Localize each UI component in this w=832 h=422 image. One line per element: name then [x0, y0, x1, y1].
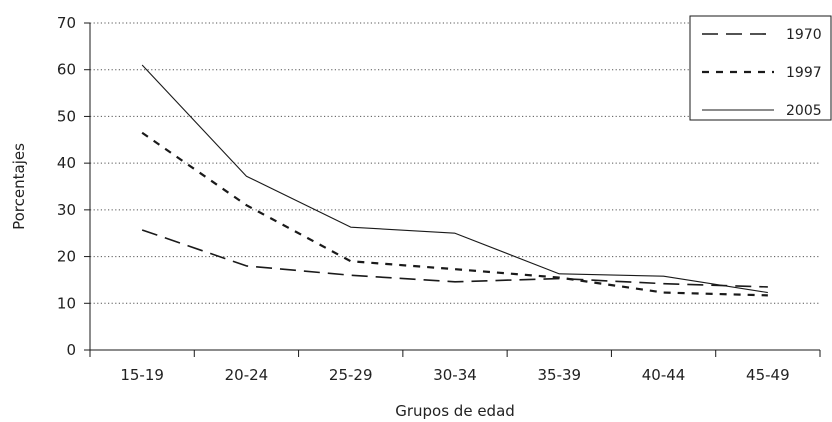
y-tick-label: 70 — [57, 14, 76, 32]
series-line-1970 — [141, 229, 768, 288]
y-axis-ticks: 0 10 20 30 40 50 60 70 — [57, 14, 90, 359]
y-axis-title: Porcentajes — [10, 143, 28, 230]
x-tick-label: 20-24 — [225, 366, 269, 384]
legend-label: 1970 — [786, 27, 822, 43]
y-tick-label: 10 — [57, 294, 76, 312]
y-tick-label: 40 — [57, 154, 76, 172]
x-axis-ticks: 15-19 20-24 25-29 30-34 35-39 40-44 45-49 — [89, 350, 821, 384]
x-tick-label: 30-34 — [433, 366, 477, 384]
y-tick-label: 60 — [57, 61, 76, 79]
legend: 1970 1997 2005 — [689, 15, 832, 121]
y-tick-label: 20 — [57, 248, 76, 266]
legend-label: 1997 — [786, 65, 822, 81]
series-lines — [141, 64, 768, 297]
x-tick-label: 40-44 — [642, 366, 686, 384]
x-tick-label: 25-29 — [329, 366, 373, 384]
series-line-2005 — [141, 64, 768, 294]
x-axis-title: Grupos de edad — [395, 402, 515, 420]
y-tick-label: 0 — [66, 341, 76, 359]
x-tick-label: 15-19 — [120, 366, 164, 384]
y-tick-label: 50 — [57, 107, 76, 125]
x-tick-label: 45-49 — [746, 366, 790, 384]
y-tick-label: 30 — [57, 201, 76, 219]
x-tick-label: 35-39 — [537, 366, 581, 384]
series-line-1997 — [141, 131, 768, 297]
legend-label: 2005 — [786, 103, 822, 119]
